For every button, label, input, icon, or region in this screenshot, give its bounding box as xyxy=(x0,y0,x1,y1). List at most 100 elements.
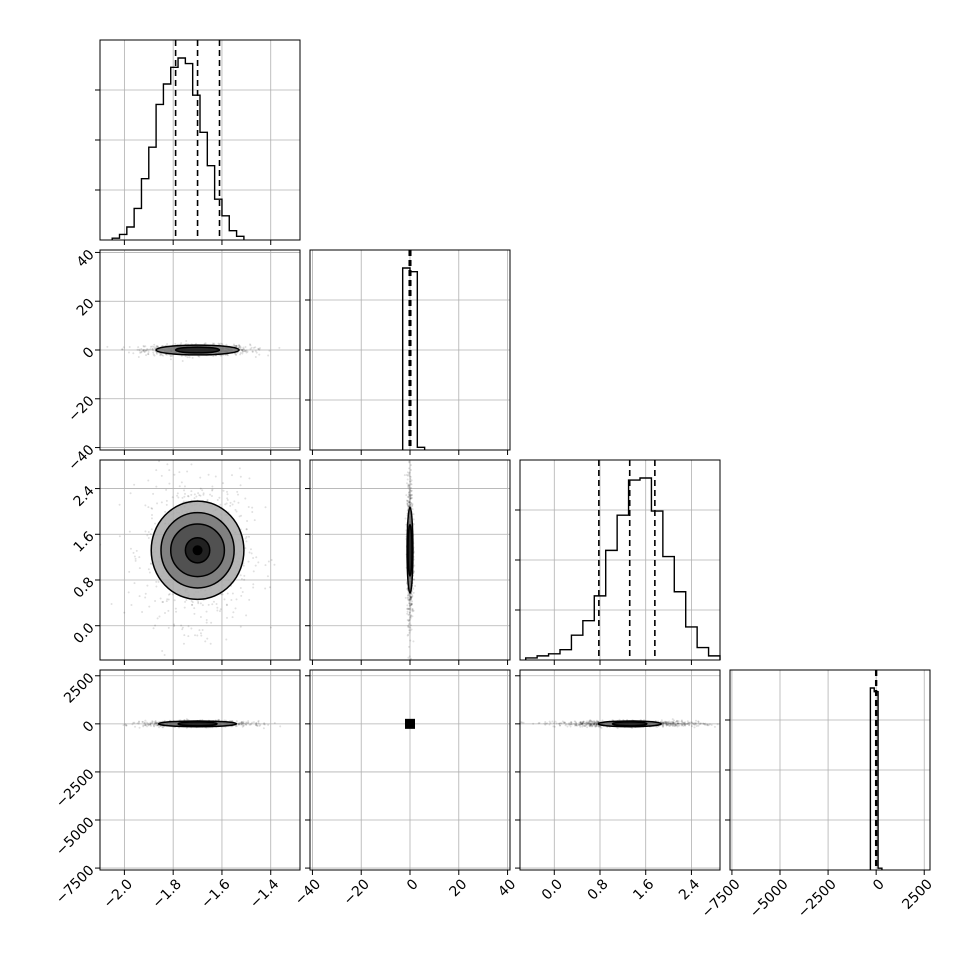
sample-point xyxy=(211,488,214,491)
sample-point xyxy=(132,551,135,554)
sample-point xyxy=(252,346,255,349)
sample-point xyxy=(406,634,409,637)
sample-point xyxy=(201,489,204,492)
sample-point xyxy=(153,725,156,728)
sample-point xyxy=(569,723,572,726)
sample-point xyxy=(204,342,207,345)
sample-point xyxy=(142,348,145,351)
sample-point xyxy=(242,720,245,723)
sample-point xyxy=(150,722,153,725)
sample-point xyxy=(152,353,155,356)
sample-point xyxy=(409,597,412,600)
sample-point xyxy=(193,607,196,610)
sample-point xyxy=(409,596,412,599)
sample-point xyxy=(256,724,259,727)
sample-point xyxy=(409,624,412,627)
sample-point xyxy=(241,350,244,353)
sample-point xyxy=(408,599,411,602)
sample-point xyxy=(412,570,415,573)
sample-point xyxy=(121,348,124,351)
sample-point xyxy=(155,469,158,472)
sample-point xyxy=(154,720,157,723)
sample-point xyxy=(147,348,150,351)
sample-point xyxy=(186,470,189,473)
sample-point xyxy=(409,491,412,494)
sample-point xyxy=(125,724,128,727)
density-core xyxy=(405,718,415,729)
sample-point xyxy=(125,724,128,727)
sample-point xyxy=(155,724,158,727)
sample-point xyxy=(409,490,412,493)
sample-point xyxy=(688,723,691,726)
sample-point xyxy=(279,725,282,728)
sample-point xyxy=(155,580,158,583)
sample-point xyxy=(407,625,410,628)
sample-point xyxy=(412,591,415,594)
hist-panel-0 xyxy=(95,39,301,241)
sample-point xyxy=(142,725,145,728)
sample-point xyxy=(198,355,201,358)
sample-point xyxy=(154,723,157,726)
sample-point xyxy=(410,614,413,617)
sample-point xyxy=(411,609,414,612)
sample-point xyxy=(118,535,121,538)
sample-point xyxy=(264,587,267,590)
sample-point xyxy=(236,490,239,493)
sample-point xyxy=(411,607,414,610)
sample-point xyxy=(278,346,281,349)
sample-point xyxy=(235,598,238,601)
sample-point xyxy=(538,721,541,724)
sample-point xyxy=(410,502,413,505)
sample-point xyxy=(131,723,134,726)
sample-point xyxy=(241,721,244,724)
sample-point xyxy=(408,501,411,504)
sample-point xyxy=(257,722,260,725)
sample-point xyxy=(166,343,169,346)
sample-point xyxy=(408,484,411,487)
sample-point xyxy=(410,603,413,606)
sample-point xyxy=(238,346,241,349)
sample-point xyxy=(677,724,680,727)
sample-point xyxy=(245,722,248,725)
sample-point xyxy=(409,598,412,601)
sample-point xyxy=(153,721,156,724)
sample-point xyxy=(223,598,226,601)
sample-point xyxy=(579,720,582,723)
histogram-step-0 xyxy=(111,57,245,240)
sample-point xyxy=(687,721,690,724)
sample-point xyxy=(162,354,165,357)
sample-point xyxy=(206,498,209,501)
sample-point xyxy=(241,350,244,353)
sample-point xyxy=(591,725,594,728)
density-layer xyxy=(520,718,719,730)
sample-point xyxy=(592,720,595,723)
sample-point xyxy=(185,599,188,602)
sample-point xyxy=(159,353,162,356)
sample-point xyxy=(575,722,578,725)
sample-point xyxy=(151,347,154,350)
scatter-panel-3-2 xyxy=(519,669,721,871)
sample-point xyxy=(242,348,245,351)
sample-point xyxy=(247,560,250,563)
sample-point xyxy=(409,493,412,496)
sample-point xyxy=(674,722,677,725)
sample-point xyxy=(571,723,574,726)
sample-point xyxy=(160,501,163,504)
sample-point xyxy=(410,497,413,500)
sample-point xyxy=(244,497,247,500)
sample-point xyxy=(410,603,413,606)
sample-point xyxy=(182,642,185,645)
sample-point xyxy=(682,724,685,727)
sample-point xyxy=(230,474,233,477)
sample-point xyxy=(225,604,228,607)
sample-point xyxy=(156,724,159,727)
sample-point xyxy=(161,650,164,653)
sample-point xyxy=(156,502,159,505)
sample-point xyxy=(240,722,243,725)
sample-point xyxy=(153,343,156,346)
sample-point xyxy=(241,591,244,594)
sample-point xyxy=(133,555,136,558)
sample-point xyxy=(159,352,162,355)
sample-point xyxy=(407,483,410,486)
sample-point xyxy=(144,530,147,533)
